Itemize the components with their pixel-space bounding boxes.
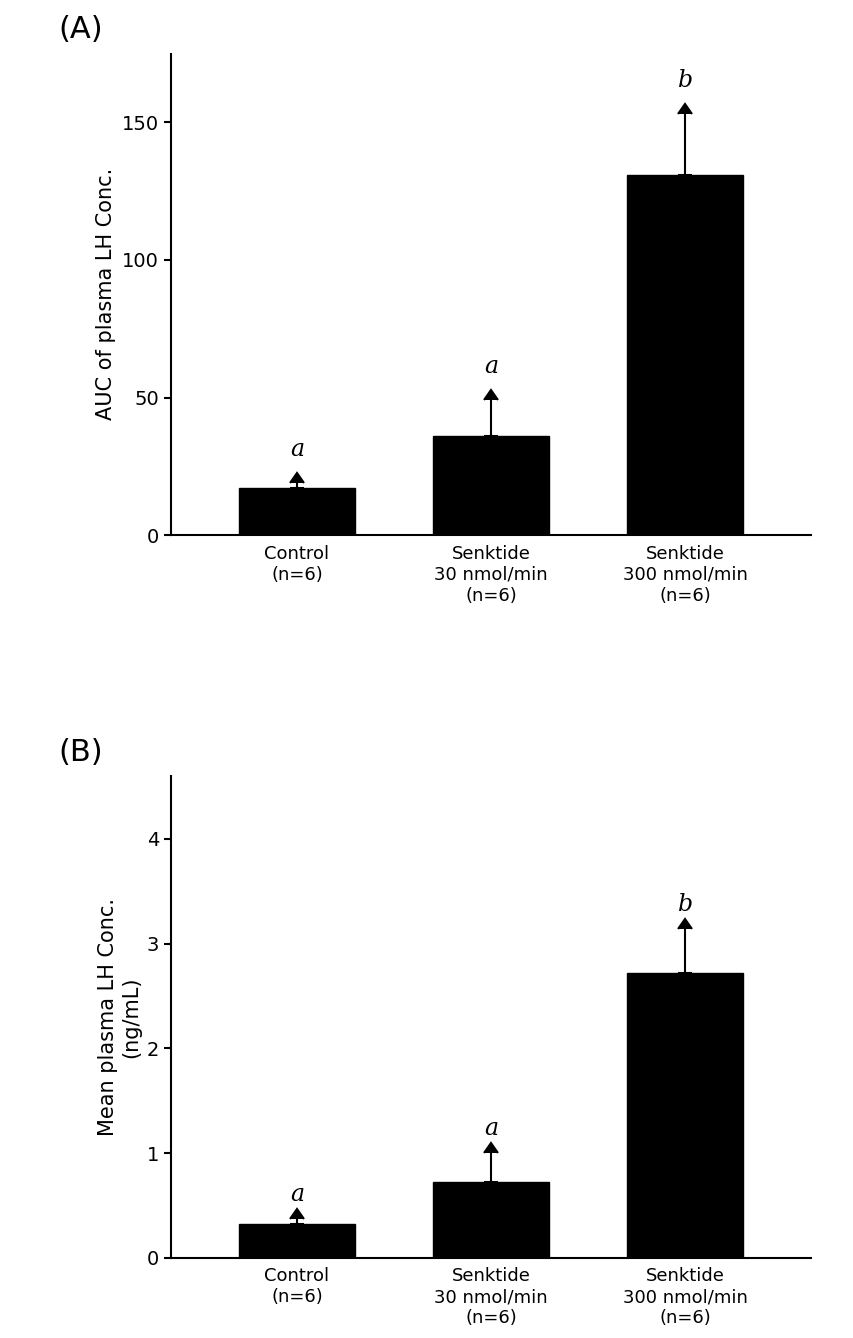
Text: a: a [289,1183,304,1207]
Bar [626,973,742,1258]
Y-axis label: AUC of plasma LH Conc.: AUC of plasma LH Conc. [96,169,116,420]
Text: b: b [676,70,692,92]
Text: (A): (A) [59,15,103,44]
Bar [432,1183,548,1258]
Text: a: a [484,356,497,379]
Text: b: b [676,894,692,917]
Y-axis label: Mean plasma LH Conc.
(ng/mL): Mean plasma LH Conc. (ng/mL) [98,898,141,1136]
Text: (B): (B) [59,737,103,767]
Bar [239,1224,355,1258]
Bar [432,436,548,535]
Bar [239,488,355,535]
Bar [626,175,742,535]
Text: a: a [289,438,304,460]
Text: a: a [484,1117,497,1140]
